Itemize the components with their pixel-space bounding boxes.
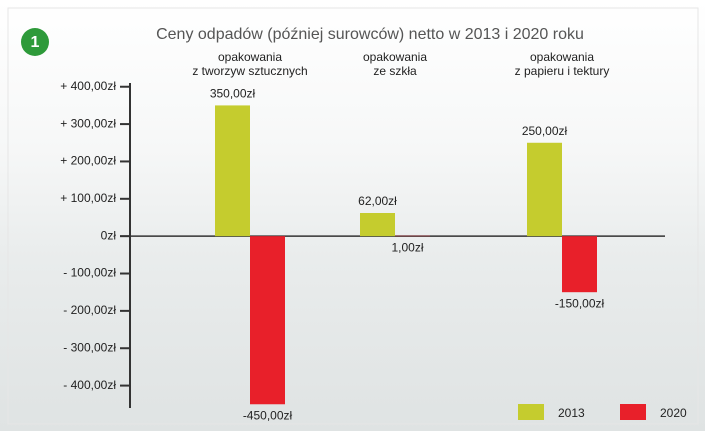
value-label: -150,00zł [555,296,605,310]
legend-swatch [620,404,646,420]
category-label: opakowania [530,50,594,64]
legend-label: 2013 [558,406,585,420]
bar [250,236,285,405]
y-tick-label: - 100,00zł [63,266,116,280]
y-tick-label: + 400,00zł [60,79,116,93]
y-tick-label: 0zł [101,228,117,242]
value-label: 1,00zł [391,240,423,254]
y-tick-label: - 200,00zł [63,303,116,317]
category-label: opakowania [218,50,282,64]
value-label: -450,00zł [243,408,293,422]
chart-title: Ceny odpadów (później surowców) netto w … [156,26,584,43]
category-label: ze szkła [373,64,417,78]
badge [21,28,49,56]
category-label: opakowania [363,50,427,64]
frame [7,7,699,425]
legend-label: 2020 [660,406,687,420]
y-tick-label: - 300,00zł [63,340,116,354]
bar [360,213,395,237]
y-tick-label: - 400,00zł [63,378,116,392]
value-label: 62,00zł [358,194,397,208]
value-label: 350,00zł [210,87,256,101]
bar [562,236,597,293]
badge-number: 1 [31,34,40,51]
bar [215,105,250,237]
legend-swatch [518,404,544,420]
value-label: 250,00zł [522,124,568,138]
y-tick-label: + 100,00zł [60,191,116,205]
bar [527,142,562,237]
category-label: z papieru i tektury [515,64,610,78]
category-label: z tworzyw sztucznych [192,64,307,78]
y-tick-label: + 300,00zł [60,116,116,130]
y-tick-label: + 200,00zł [60,154,116,168]
